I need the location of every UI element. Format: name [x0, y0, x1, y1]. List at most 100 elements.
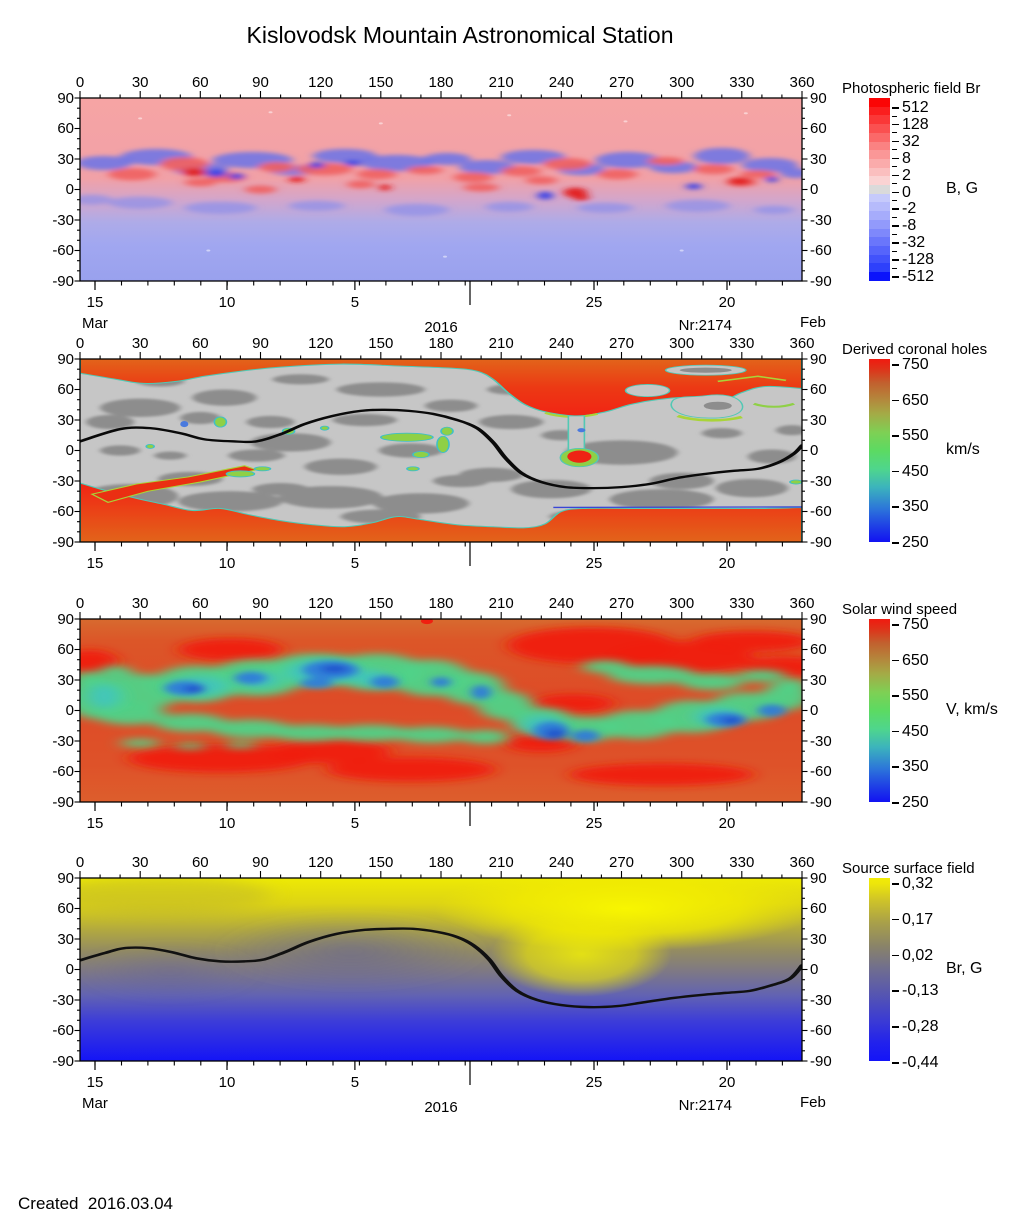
lat-tick-label-right: -60: [810, 242, 832, 259]
lat-tick-label-left: -90: [52, 1052, 74, 1070]
date-tick-label: 20: [718, 555, 736, 572]
colorbar-tick-label: 450: [902, 462, 929, 480]
colorbar-band: [869, 263, 890, 273]
colorbar-tick: [892, 695, 899, 697]
lon-tick-label: 150: [368, 595, 394, 612]
lat-tick-label-right: -30: [810, 211, 832, 229]
lon-tick-label: 30: [131, 74, 149, 91]
colorbar-band: [869, 115, 890, 125]
lon-tick-label: 60: [191, 595, 209, 612]
colorbar-title: Photospheric field Br: [842, 80, 981, 97]
year-label: 2016: [424, 319, 458, 336]
lon-tick-label: 180: [428, 854, 454, 871]
colorbar-tick: [892, 470, 899, 473]
colorbar-minor-tick: [892, 183, 897, 185]
colorbar-unit-label: V, km/s: [946, 701, 998, 718]
lat-tick-label-right: 0: [810, 442, 819, 459]
colorbar-minor-tick: [892, 267, 897, 269]
lon-tick-label: 30: [131, 595, 149, 612]
colorbar-tick-label: 350: [902, 498, 929, 516]
lat-tick-label-left: 60: [57, 381, 74, 398]
date-tick-label: 15: [86, 294, 104, 311]
colorbar-band: [869, 158, 890, 168]
date-tick-label: 5: [350, 1074, 360, 1091]
colorbar-band: [869, 193, 890, 203]
date-tick-label: 15: [86, 555, 104, 572]
lat-tick-label-left: -90: [52, 533, 74, 551]
colorbar-tick: [892, 730, 899, 733]
lat-tick-label-left: 0: [65, 181, 74, 198]
lat-tick-label-right: 0: [810, 181, 819, 198]
lat-tick-label-right: 90: [810, 350, 827, 368]
lat-tick-label-left: -30: [52, 472, 74, 490]
date-tick-label: 5: [350, 555, 360, 572]
colorbar-tick: [892, 1026, 899, 1028]
colorbar-tick-label: -128: [902, 251, 935, 269]
colorbar-tick-label: 550: [902, 427, 929, 445]
colorbar-unit-label: B, G: [946, 180, 979, 197]
lon-tick-label: 120: [308, 335, 334, 352]
lon-tick-label: 120: [308, 854, 334, 871]
lon-tick-label: 240: [548, 74, 574, 91]
colorbar-band: [869, 176, 890, 186]
colorbar-tick: [892, 107, 899, 109]
colorbar-tick-label: 250: [902, 534, 929, 551]
colorbar-band: [869, 98, 890, 107]
lat-tick-label-right: -90: [810, 272, 832, 290]
lon-tick-label: 0: [75, 595, 85, 612]
lon-tick-label: 60: [191, 335, 209, 352]
colorbar-tick-label: 512: [902, 99, 929, 116]
lat-tick-label-right: -90: [810, 1052, 832, 1070]
lon-tick-label: 330: [729, 595, 755, 612]
colorbar-tick: [892, 1062, 899, 1064]
lon-tick-label: 210: [488, 74, 514, 91]
lon-tick-label: 90: [252, 595, 269, 612]
colorbar-band: [869, 185, 890, 194]
lon-tick-label: 330: [729, 74, 755, 91]
lon-tick-label: 300: [669, 854, 695, 871]
colorbar-tick: [892, 802, 899, 804]
colorbar-band: [869, 219, 890, 229]
lon-tick-label: 210: [488, 595, 514, 612]
colorbar-tick: [892, 123, 899, 126]
date-tick-label: 25: [585, 1074, 603, 1091]
colorbar-tick: [892, 364, 899, 366]
lat-tick-label-left: -90: [52, 272, 74, 290]
month-left-label: Mar: [82, 1095, 108, 1112]
colorbar: [869, 359, 890, 542]
colorbar-tick-label: 0,17: [902, 910, 934, 928]
colorbar-tick-label: 0,32: [902, 875, 934, 892]
lat-tick-label-left: 30: [57, 930, 74, 948]
colorbar-tick-label: 550: [902, 687, 929, 705]
date-tick-label: 5: [350, 294, 360, 311]
date-tick-label: 5: [350, 815, 360, 832]
date-tick-label: 15: [86, 1074, 104, 1091]
lon-tick-label: 360: [789, 595, 815, 612]
lat-tick-label-left: 90: [57, 869, 74, 887]
date-tick-label: 20: [718, 294, 736, 311]
lat-tick-label-left: -60: [52, 242, 74, 259]
date-tick-label: 10: [218, 555, 236, 572]
colorbar-tick: [892, 276, 899, 278]
lat-tick-label-right: -30: [810, 472, 832, 490]
lon-tick-label: 60: [191, 854, 209, 871]
lat-tick-label-left: 0: [65, 442, 74, 459]
month-right-label: Feb: [800, 314, 826, 331]
lon-tick-label: 60: [191, 74, 209, 91]
colorbar-tick-label: 0: [902, 183, 911, 201]
lon-tick-label: 360: [789, 335, 815, 352]
colorbar-band: [869, 272, 890, 281]
lon-tick-label: 360: [789, 74, 815, 91]
colorbar-tick: [892, 242, 899, 244]
lon-tick-label: 300: [669, 74, 695, 91]
photospheric-field-map: [80, 98, 802, 281]
colorbar-tick-label: -0,44: [902, 1054, 939, 1071]
colorbar-band: [869, 245, 890, 255]
lat-tick-label-left: 0: [65, 961, 74, 978]
lat-tick-label-right: -90: [810, 533, 832, 551]
lat-tick-label-right: 0: [810, 961, 819, 978]
colorbar-tick-label: 2: [902, 166, 911, 184]
lat-tick-label-right: 60: [810, 381, 827, 398]
colorbar-minor-tick: [892, 166, 897, 168]
